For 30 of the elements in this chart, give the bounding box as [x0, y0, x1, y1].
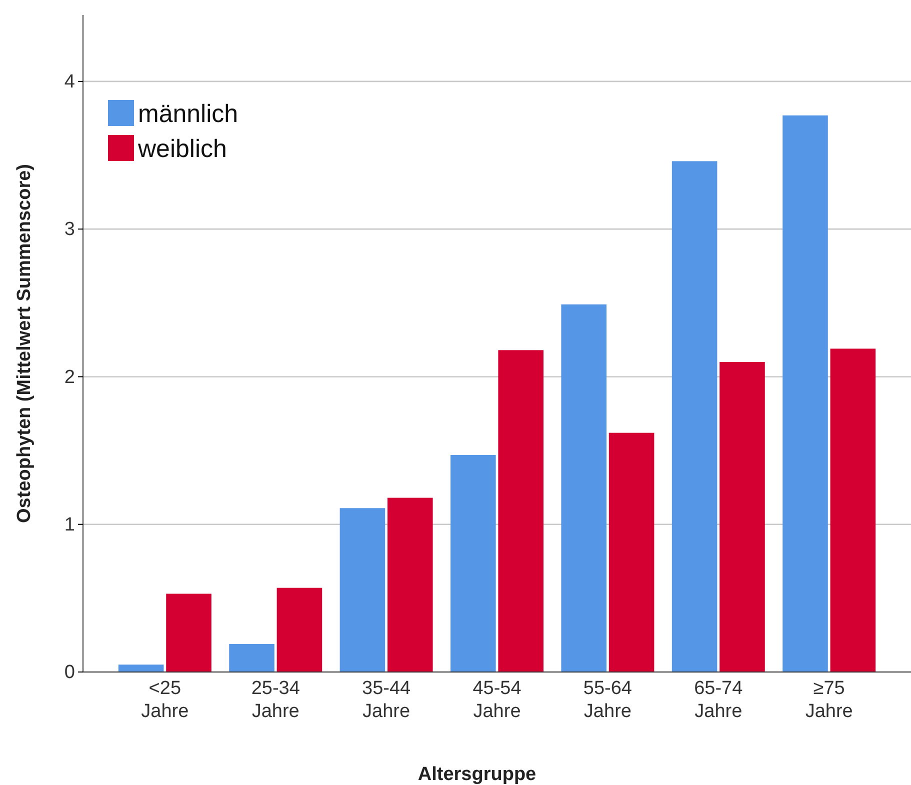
bar [672, 161, 718, 672]
bar [450, 454, 496, 672]
x-tick-label: 45-54 Jahre [472, 678, 522, 722]
x-tick-label: 55-64 Jahre [583, 678, 632, 722]
x-tick-label: 65-74 Jahre [694, 678, 744, 722]
bar [340, 508, 386, 672]
y-axis-title: Osteophyten (Mittelwert Summenscore) [14, 164, 35, 523]
bar [229, 644, 274, 672]
bar [166, 594, 212, 672]
legend-label: männlich [138, 100, 238, 128]
y-tick-label: 1 [64, 514, 75, 536]
bar [387, 498, 433, 672]
bar [498, 350, 544, 672]
x-tick-label: ≥75 Jahre [805, 678, 853, 722]
bar [276, 588, 322, 672]
x-tick-label: 25-34 Jahre [251, 678, 300, 722]
bar [561, 304, 607, 672]
x-tick-label: 35-44 Jahre [362, 678, 412, 722]
y-tick-label: 3 [64, 219, 75, 240]
x-tick-label: <25 Jahre [141, 678, 189, 722]
y-tick-label: 2 [64, 366, 75, 388]
y-tick-label: 4 [64, 72, 76, 93]
x-axis-title: Altersgruppe [418, 764, 536, 785]
bar [118, 664, 164, 672]
legend-label: weiblich [137, 135, 227, 163]
bar [782, 115, 828, 672]
bar [830, 348, 876, 672]
y-tick-label: 0 [64, 662, 75, 684]
bar [720, 362, 765, 672]
bar [608, 432, 654, 672]
